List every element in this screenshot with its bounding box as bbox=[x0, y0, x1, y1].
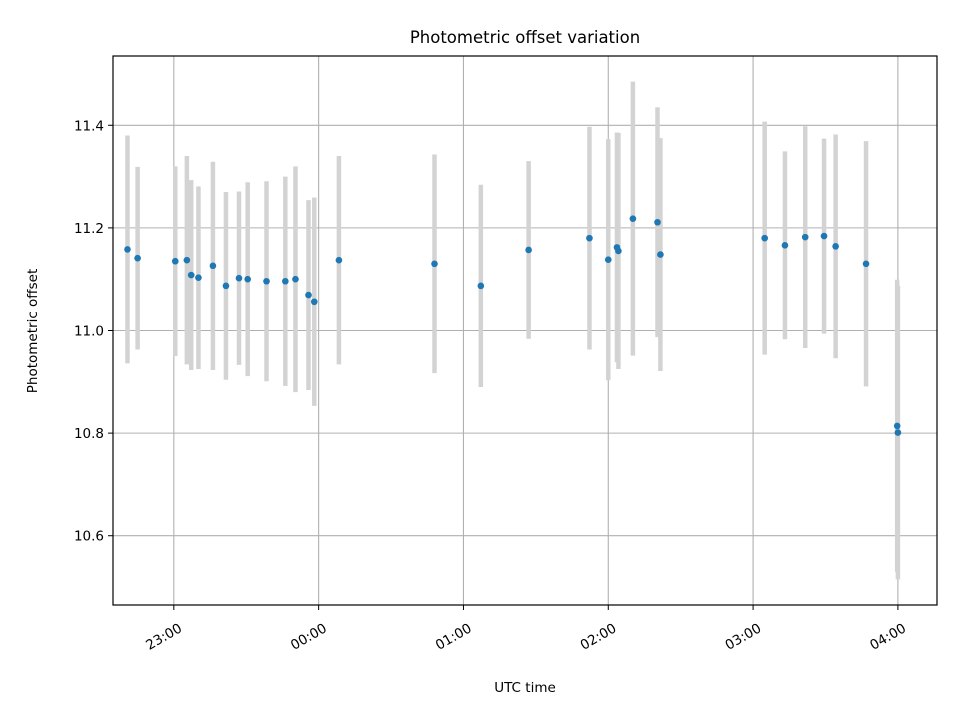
data-point bbox=[292, 275, 299, 283]
data-point bbox=[134, 254, 141, 262]
data-point bbox=[801, 233, 809, 241]
data-point bbox=[862, 260, 870, 268]
y-tick-label: 11.2 bbox=[74, 221, 104, 237]
y-tick-label: 11.4 bbox=[74, 118, 104, 134]
data-point bbox=[657, 251, 664, 258]
data-point bbox=[894, 429, 902, 436]
data-point bbox=[235, 274, 243, 282]
y-axis-label: Photometric offset bbox=[25, 269, 41, 393]
data-point bbox=[171, 257, 179, 265]
data-point bbox=[820, 232, 828, 240]
data-point bbox=[244, 275, 251, 283]
data-point bbox=[187, 271, 195, 279]
data-point bbox=[781, 242, 789, 249]
data-point bbox=[263, 277, 270, 285]
data-point bbox=[195, 274, 202, 281]
data-point bbox=[431, 260, 438, 268]
data-point bbox=[183, 256, 191, 264]
data-point bbox=[654, 218, 661, 226]
data-points bbox=[124, 215, 902, 436]
data-point bbox=[209, 262, 217, 270]
data-point bbox=[124, 246, 131, 253]
data-point bbox=[305, 291, 312, 299]
data-point bbox=[832, 243, 839, 250]
data-point bbox=[525, 246, 532, 254]
data-point bbox=[282, 277, 289, 285]
data-point bbox=[310, 298, 318, 306]
data-point bbox=[335, 256, 343, 264]
data-point bbox=[893, 422, 901, 430]
grid bbox=[113, 56, 937, 605]
data-point bbox=[761, 234, 768, 242]
data-point bbox=[222, 282, 230, 290]
chart-title: Photometric offset variation bbox=[410, 28, 640, 47]
y-tick-label: 10.6 bbox=[74, 529, 104, 545]
data-point bbox=[615, 247, 622, 255]
data-point bbox=[477, 282, 485, 290]
y-tick-label: 11.0 bbox=[74, 324, 104, 340]
data-point bbox=[604, 256, 612, 263]
y-tick-label: 10.8 bbox=[74, 426, 104, 442]
data-point bbox=[629, 215, 637, 222]
data-point bbox=[586, 234, 593, 242]
x-axis-label: UTC time bbox=[494, 680, 556, 696]
